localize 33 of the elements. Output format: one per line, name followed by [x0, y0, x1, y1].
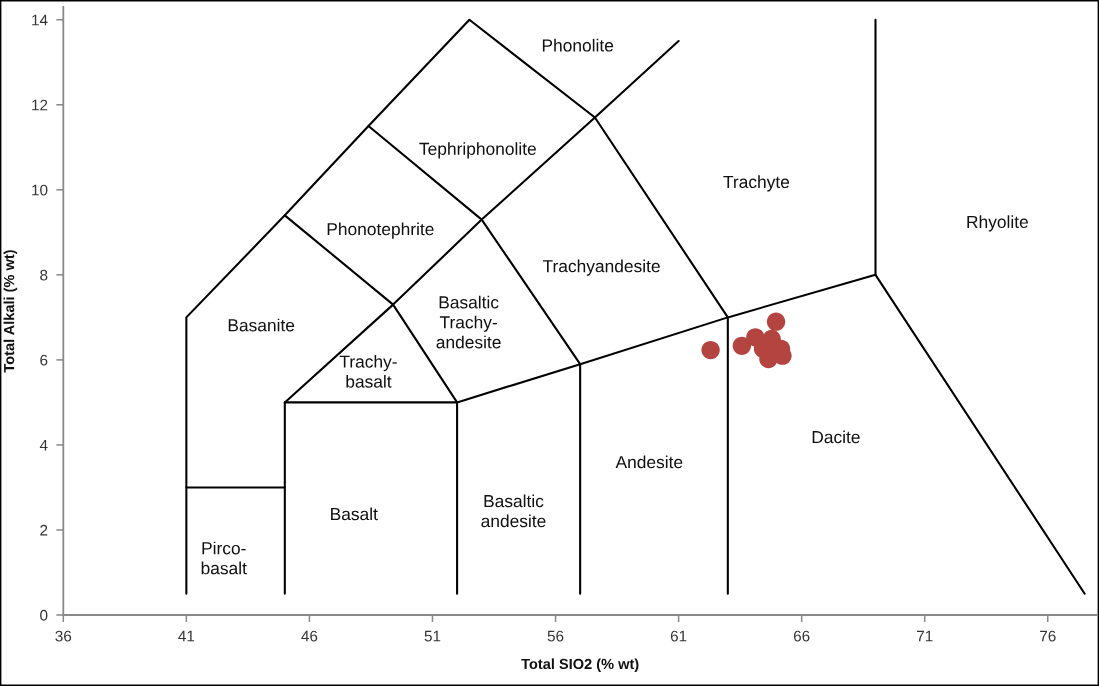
annotation: Trachyte [723, 175, 790, 192]
y-tick-label: 10 [32, 184, 48, 196]
x-tick-label: 51 [424, 630, 441, 642]
annotation: Phonotephrite [327, 222, 434, 239]
annotation: Basanite [228, 318, 295, 332]
annotation: Basalt [331, 507, 378, 521]
x-tick-label: 61 [670, 630, 687, 642]
y-tick-label: 0 [40, 609, 48, 621]
x-tick-label: 76 [1040, 630, 1056, 642]
annotation: Trachy- basalt [339, 355, 397, 388]
x-tick-label: 66 [793, 630, 810, 642]
annotation: Trachyandesite [542, 259, 660, 276]
x-tick-label: 46 [301, 630, 318, 642]
y-tick-label: 14 [32, 14, 48, 26]
y-tick-label: 12 [32, 99, 48, 111]
annotation: Dacite [812, 430, 860, 444]
annotation: Phonolite [542, 38, 614, 52]
y-tick-label: 2 [40, 524, 48, 536]
annotation: Rhyolite [967, 215, 1028, 232]
y-axis-title: Total Alkali (% wt) [3, 250, 18, 373]
x-tick-label: 56 [547, 630, 564, 642]
annotation: Andesite [615, 455, 683, 469]
x-axis-title: Total SIO2 (% wt) [521, 658, 639, 672]
y-tick-label: 8 [40, 269, 48, 281]
annotation: Basaltic andesite [481, 494, 546, 528]
annotation: Tephriphonolite [419, 142, 536, 159]
annotation: Basaltic Trachy- andesite [436, 295, 501, 349]
annotation: Pirco- basalt [201, 541, 247, 575]
y-tick-label: 6 [40, 354, 48, 366]
x-tick-label: 41 [178, 630, 195, 642]
x-tick-label: 71 [917, 630, 933, 642]
x-tick-label: 36 [55, 630, 72, 642]
y-tick-label: 4 [39, 439, 48, 451]
